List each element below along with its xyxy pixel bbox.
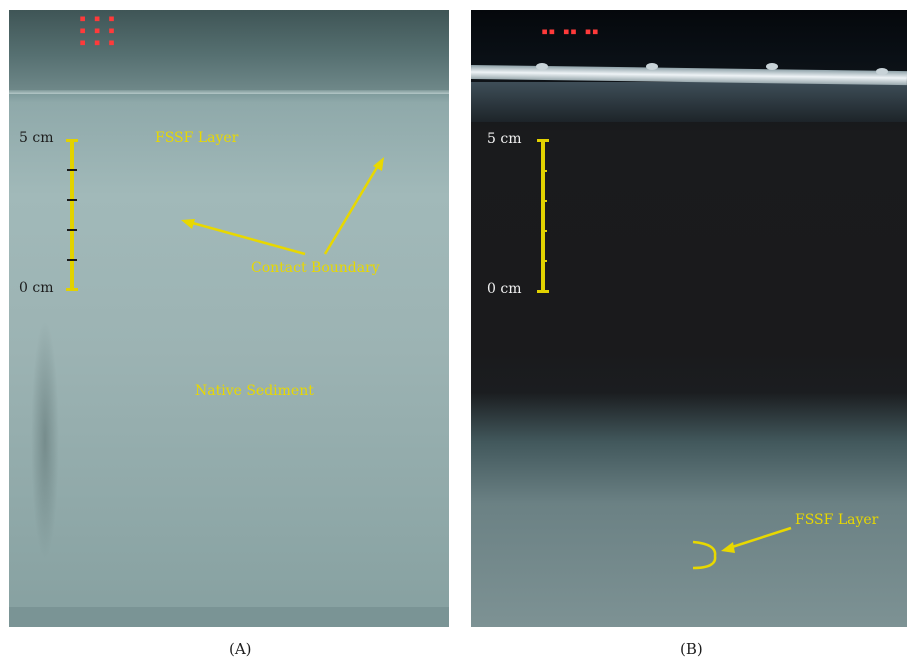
- water-region: [9, 10, 449, 92]
- scale-cap-top: [537, 139, 549, 142]
- scale-tick: [541, 200, 547, 202]
- contact-boundary-label: Contact Boundary: [251, 260, 380, 276]
- annotation-arrows: [181, 157, 384, 256]
- native-sediment-label: Native Sediment: [195, 383, 314, 399]
- scale-bottom-label: 0 cm: [19, 280, 54, 296]
- scale-cap-top: [66, 139, 78, 142]
- rail-bolt: [536, 63, 548, 70]
- scale-bar: [70, 140, 74, 290]
- scale-tick: [67, 169, 77, 171]
- bottom-strip: [9, 607, 449, 627]
- scale-top-label: 5 cm: [487, 131, 522, 147]
- scale-tick: [67, 229, 77, 231]
- caption-a: (A): [229, 640, 252, 658]
- stamp-marks: ▪▪ ▪▪ ▪▪: [541, 24, 599, 38]
- annotation-arrow-b: [692, 526, 792, 570]
- scale-cap-bottom: [537, 290, 549, 293]
- stamp-marks: ▪ ▪ ▪ ▪ ▪ ▪ ▪ ▪ ▪: [79, 11, 116, 49]
- arrow-head: [721, 542, 735, 553]
- scale-tick: [67, 259, 77, 261]
- rail-bolt: [766, 63, 778, 70]
- scale-tick: [541, 260, 547, 262]
- scale-bottom-label: 0 cm: [487, 281, 522, 297]
- sediment-smudge: [31, 320, 59, 560]
- rail-bolt: [876, 68, 888, 75]
- waterline: [9, 90, 449, 94]
- arrow-line-right: [323, 163, 381, 255]
- scale-tick: [541, 230, 547, 232]
- layer-bracket: [692, 540, 717, 570]
- arrow-head-right: [373, 157, 384, 171]
- scale-top-label: 5 cm: [19, 130, 54, 146]
- shadow-band: [471, 82, 907, 122]
- fssf-layer-label: FSSF Layer: [155, 130, 239, 146]
- fssf-layer-label: FSSF Layer: [795, 512, 879, 528]
- rail-bolt: [646, 63, 658, 70]
- photo-panel-a: ▪ ▪ ▪ ▪ ▪ ▪ ▪ ▪ ▪ 5 cm 0 cm FSSF Layer Con…: [9, 10, 449, 627]
- scale-bar: [541, 140, 545, 292]
- scale-tick: [541, 170, 547, 172]
- scale-cap-bottom: [66, 288, 78, 291]
- scale-tick: [67, 199, 77, 201]
- arrow-head-left: [181, 219, 195, 229]
- photo-panel-b: ▪▪ ▪▪ ▪▪ 5 cm 0 cm FSSF Layer: [471, 10, 907, 627]
- caption-b: (B): [680, 640, 703, 658]
- arrow-line: [728, 526, 792, 550]
- arrow-line-left: [188, 220, 306, 256]
